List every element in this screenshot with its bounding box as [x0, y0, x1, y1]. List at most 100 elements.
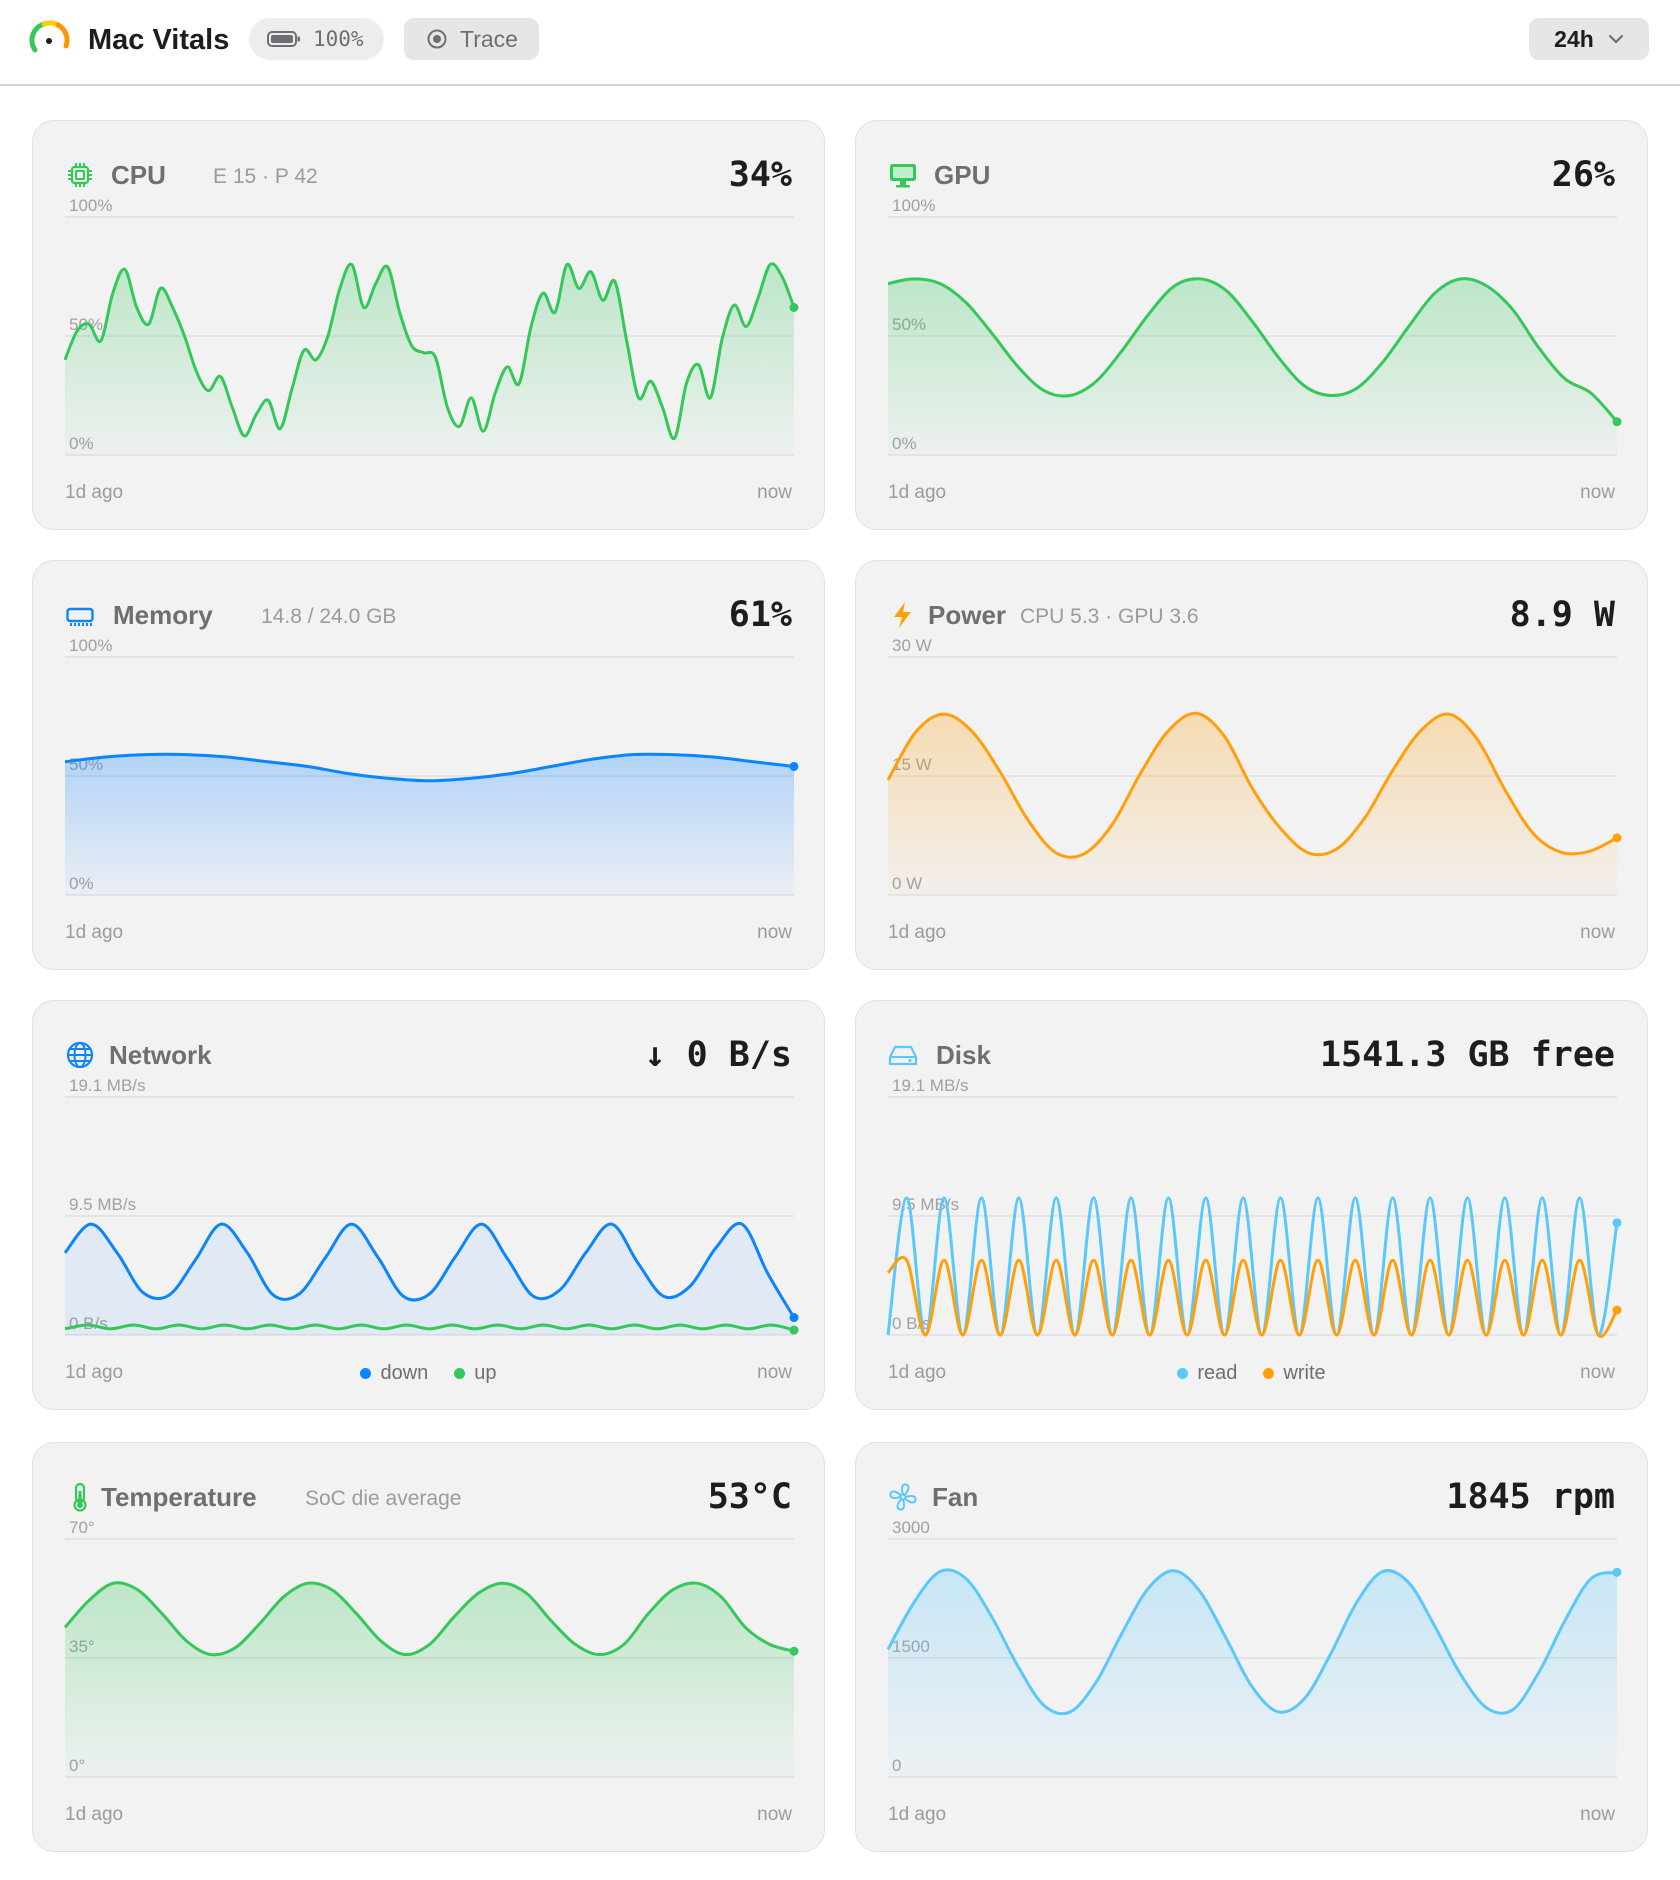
card-subtitle: 14.8 / 24.0 GB [261, 605, 397, 628]
card-title: GPU [934, 160, 991, 190]
fan-icon [889, 1483, 917, 1511]
series-line [63, 1221, 796, 1319]
memory-chart: 100%50%0% [64, 636, 799, 896]
series-area [65, 754, 794, 895]
app-title: Mac Vitals [88, 24, 230, 56]
battery-status: 100% [249, 18, 384, 60]
series-area [65, 263, 794, 455]
series-end-point [1612, 1218, 1622, 1228]
network-card: Network ↓ 0 B/s 19.1 MB/s 9.5 MB/s 0 B/s 1… [32, 1000, 825, 1410]
time-range-select[interactable]: 24h [1529, 18, 1649, 60]
legend-item-up: up [454, 1361, 497, 1385]
legend-item-read: read [1177, 1361, 1237, 1385]
series-end-point [1612, 417, 1622, 427]
series-line [886, 1256, 1619, 1338]
y-tick-label: 0 B/s [892, 1314, 931, 1333]
legend-label: read [1197, 1362, 1238, 1384]
battery-level: 100% [313, 27, 364, 51]
legend-item-down: down [360, 1361, 428, 1385]
display-icon [890, 164, 916, 188]
fan-chart: 300015000 [886, 1518, 1622, 1778]
card-title: Memory [113, 600, 213, 630]
series-line [886, 1196, 1619, 1337]
bolt-icon [894, 602, 911, 628]
y-tick-label: 0 B/s [69, 1314, 108, 1333]
legend-swatch [360, 1367, 372, 1379]
series-end-point [789, 1325, 799, 1335]
gpu-chart: 100%50%0% [887, 196, 1622, 456]
legend-label: down [380, 1362, 429, 1384]
card-title: Fan [932, 1482, 979, 1512]
card-title: Power [928, 600, 1007, 630]
card-subtitle: E 15 · P 42 [213, 165, 318, 188]
x-axis-end: now [1580, 1362, 1615, 1383]
temperature-chart: 70°35°0° [63, 1518, 799, 1778]
series-line [63, 262, 796, 441]
card-title: Temperature [101, 1482, 257, 1512]
series-end-point [1612, 833, 1622, 843]
legend-label: up [474, 1362, 497, 1384]
disk-card: Disk 1541.3 GB free 19.1 MB/s 9.5 MB/s 0 B… [855, 1000, 1648, 1410]
card-value: ↓ 0 B/s [644, 1035, 792, 1075]
top-bar: Mac Vitals 100% Trace 24h [0, 0, 1680, 86]
y-tick-label: 100% [69, 636, 112, 655]
series-end-point [789, 1313, 799, 1323]
y-tick-label: 19.1 MB/s [892, 1076, 969, 1095]
card-title: Disk [936, 1040, 991, 1070]
legend-item-write: write [1263, 1361, 1326, 1385]
x-axis-end: now [757, 482, 792, 503]
trace-button[interactable]: Trace [404, 18, 539, 60]
legend-label: write [1283, 1362, 1326, 1384]
cpu-chip-icon [68, 163, 92, 187]
x-axis-start: 1d ago [65, 1362, 124, 1383]
series-area [65, 1223, 794, 1335]
y-tick-label: 30 W [892, 636, 932, 655]
temperature-card: Temperature SoC die average 53°C 70°35°0… [32, 1442, 825, 1852]
y-tick-label: 19.1 MB/s [69, 1076, 146, 1095]
series-area [65, 1582, 794, 1777]
x-axis-end: now [1580, 1804, 1615, 1825]
card-value: 8.9 W [1509, 595, 1615, 635]
x-axis-end: now [1580, 922, 1615, 943]
x-axis-end: now [1580, 482, 1615, 503]
series-area [888, 278, 1617, 455]
x-axis-start: 1d ago [888, 1362, 947, 1383]
x-axis-start: 1d ago [65, 482, 124, 503]
card-subtitle: CPU 5.3 · GPU 3.6 [1020, 605, 1199, 628]
x-axis-start: 1d ago [888, 482, 947, 503]
x-axis-start: 1d ago [888, 1804, 947, 1825]
x-axis-end: now [757, 1362, 792, 1383]
series-line [64, 1323, 795, 1332]
chart-legend: down up [33, 1361, 824, 1385]
gpu-card: GPU 26% 100%50%0% 1d ago now [855, 120, 1648, 530]
legend-swatch [454, 1367, 466, 1379]
network-chart: 19.1 MB/s 9.5 MB/s 0 B/s [63, 1076, 799, 1336]
series-line [886, 1568, 1618, 1716]
series-line [886, 711, 1618, 859]
y-tick-label: 100% [892, 196, 935, 215]
legend-swatch [1263, 1367, 1275, 1379]
x-axis-end: now [757, 1804, 792, 1825]
card-value: 61% [728, 595, 792, 635]
series-line [63, 1581, 795, 1657]
series-line [887, 277, 1619, 423]
series-area [888, 1569, 1617, 1777]
globe-icon [66, 1041, 94, 1069]
y-tick-label: 70° [69, 1518, 95, 1537]
cpu-chart: 100%50%0% [63, 196, 799, 456]
memory-card: Memory 14.8 / 24.0 GB 61% 100%50%0% 1d a… [32, 560, 825, 970]
card-value: 26% [1551, 155, 1615, 195]
power-card: Power CPU 5.3 · GPU 3.6 8.9 W 30 W15 W0 … [855, 560, 1648, 970]
y-tick-label: 9.5 MB/s [69, 1195, 136, 1214]
thermometer-icon [73, 1482, 87, 1512]
card-value: 1541.3 GB free [1319, 1035, 1615, 1075]
y-tick-label: 3000 [892, 1518, 930, 1537]
gauge-logo-icon [29, 20, 70, 53]
memory-icon [66, 607, 94, 626]
time-range-value: 24h [1554, 25, 1594, 52]
series-area [888, 713, 1617, 895]
power-chart: 30 W15 W0 W [886, 636, 1622, 896]
series-line [64, 752, 795, 783]
series-end-point [789, 1646, 799, 1656]
card-subtitle: SoC die average [305, 1487, 462, 1510]
